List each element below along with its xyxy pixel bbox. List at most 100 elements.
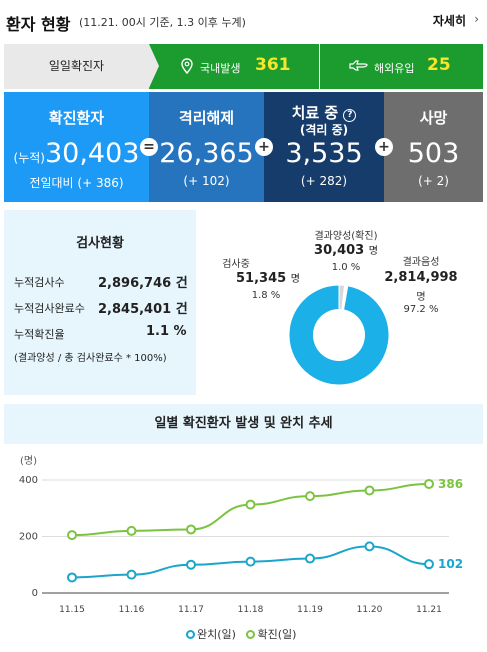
data-point (126, 525, 137, 536)
data-point (186, 524, 196, 535)
x-tick-label: 11.15 (59, 605, 85, 615)
trend-chart-panel: 일별 확진환자 발생 및 완치 추세 (4, 404, 483, 652)
stats-panel: 확진환자 (누적)30,403 전일대비 (+ 386) 격리해제 26,365… (4, 92, 483, 202)
page-title: 환자 현황 (6, 15, 71, 34)
data-point (67, 530, 77, 541)
deaths-delta: (+ 2) (418, 174, 449, 188)
data-point (364, 541, 375, 552)
page-subtitle: (11.21. 00시 기준, 1.3 이후 누계) (79, 16, 246, 29)
total-tests-value: 2,896,746 건 (98, 276, 188, 291)
confirmed-title: 확진환자 (48, 109, 105, 127)
data-point (424, 478, 434, 489)
confirmed-value-row: (누적)30,403 (4, 138, 149, 169)
chart-legend: 완치(일) 확진(일) (186, 626, 296, 642)
y-axis-label: (명) (20, 455, 37, 467)
domestic-value: 361 (255, 55, 291, 75)
overseas-value: 25 (427, 55, 451, 75)
positive-value: 30,403 (314, 243, 365, 258)
deaths-value: 503 (407, 138, 460, 169)
legend-item-recovered: 완치(일) (186, 628, 236, 641)
positive-rate-label: 누적확진율 (14, 328, 65, 341)
released-delta: (+ 102) (183, 174, 230, 188)
data-point (424, 559, 434, 570)
negative-value: 2,814,998 (384, 270, 458, 285)
data-point (364, 485, 375, 496)
test-status-title: 검사현황 (76, 236, 124, 251)
y-tick-label: 0 (32, 588, 38, 599)
testing-value: 51,345 (236, 271, 287, 286)
released-value: 26,365 (159, 138, 254, 169)
confirmed-box: 확진환자 (누적)30,403 전일대비 (+ 386) (4, 92, 149, 202)
domestic-label: 국내발생 (200, 62, 241, 75)
deaths-box: 사망 503 (+ 2) (384, 92, 483, 202)
completed-tests-label: 누적검사완료수 (14, 302, 85, 315)
treating-box: 치료 중 ? (격리 중) 3,535 (+ 282) (264, 92, 384, 202)
overseas-label: 해외유입 (374, 62, 415, 75)
legend-marker-confirmed (246, 630, 256, 639)
testing-unit: 명 (290, 274, 300, 285)
confirmed-value: 30,403 (44, 138, 140, 169)
chevron-right-icon[interactable]: › (474, 12, 479, 26)
data-point (245, 499, 256, 510)
question-circle-icon[interactable]: ? (343, 109, 357, 122)
data-point (305, 553, 315, 564)
y-tick-label: 400 (19, 475, 38, 486)
end-value-label: 102 (438, 557, 463, 571)
negative-label: 결과음성 (402, 257, 440, 268)
confirmed-delta: 전일대비 (+ 386) (29, 176, 124, 190)
x-tick-label: 11.16 (119, 605, 145, 615)
treating-value: 3,535 (285, 138, 363, 169)
plus-sign: + (255, 138, 273, 156)
treating-title: 치료 중 (291, 104, 339, 122)
testing-value-row: 51,345 명 (236, 270, 326, 286)
x-tick-label: 11.19 (297, 605, 323, 615)
positive-label: 결과양성(확진) (314, 231, 378, 242)
daily-confirmed-label: 일일확진자 (4, 44, 149, 89)
map-pin-icon (181, 58, 193, 74)
total-tests-label: 누적검사수 (14, 276, 65, 289)
test-pie-panel: 검사중 51,345 명 1.8 % 결과양성(확진) 30,403 명 1.0… (196, 210, 483, 395)
more-link[interactable]: 자세히 (432, 14, 466, 28)
positive-rate-value: 1.1 % (146, 324, 187, 339)
deaths-title: 사망 (419, 109, 448, 127)
released-box: 격리해제 26,365 (+ 102) (149, 92, 264, 202)
status-header: 환자 현황 (11.21. 00시 기준, 1.3 이후 누계) 자세히 › (0, 0, 487, 40)
data-point (186, 559, 196, 570)
testing-label: 검사중 (222, 259, 250, 270)
chart-title: 일별 확진환자 발생 및 완치 추세 (4, 404, 483, 444)
x-tick-label: 11.17 (178, 605, 204, 615)
data-point (126, 569, 137, 580)
legend-label-recovered: 완치(일) (197, 628, 236, 641)
data-point (305, 491, 315, 502)
x-tick-label: 11.18 (238, 605, 264, 615)
legend-label-confirmed: 확진(일) (257, 628, 297, 641)
equals-sign: = (140, 138, 158, 156)
y-tick-label: 200 (19, 532, 38, 543)
airplane-icon (349, 60, 368, 71)
negative-pct: 97.2 % (403, 304, 439, 315)
test-result-donut (288, 284, 390, 386)
overseas-panel (320, 44, 483, 89)
daily-confirmed-bar: 일일확진자 국내발생 361 해외유입 25 (4, 44, 483, 89)
negative-unit: 명 (416, 292, 426, 303)
treating-subtitle: (격리 중) (299, 123, 349, 137)
data-point (245, 556, 256, 567)
end-value-label: 386 (438, 477, 463, 491)
positive-unit: 명 (368, 246, 378, 257)
test-summary: 검사현황 누적검사수 2,896,746 건 누적검사완료수 2,845,401… (4, 210, 196, 395)
positive-pct: 1.0 % (331, 262, 361, 273)
legend-marker-recovered (186, 630, 195, 639)
completed-tests-value: 2,845,401 건 (98, 302, 188, 317)
domestic-panel (149, 44, 319, 89)
positive-rate-note: (결과양성 / 총 검사완료수 * 100%) (14, 353, 167, 364)
divider-arrow (149, 44, 159, 88)
positive-value-row: 30,403 명 (296, 242, 396, 258)
treating-title-row: 치료 중 ? (264, 102, 384, 123)
trend-chart: (명) 0 200 400 11.15 11.16 11.17 11.18 11.19 11.20… (19, 455, 463, 615)
test-status-panel: 검사현황 누적검사수 2,896,746 건 누적검사완료수 2,845,401… (4, 210, 483, 395)
x-tick-label: 11.20 (357, 605, 383, 615)
legend-item-confirmed: 확진(일) (246, 628, 296, 641)
testing-pct: 1.8 % (251, 290, 281, 301)
confirmed-prefix: (누적) (13, 151, 45, 165)
treating-delta: (+ 282) (300, 174, 348, 188)
